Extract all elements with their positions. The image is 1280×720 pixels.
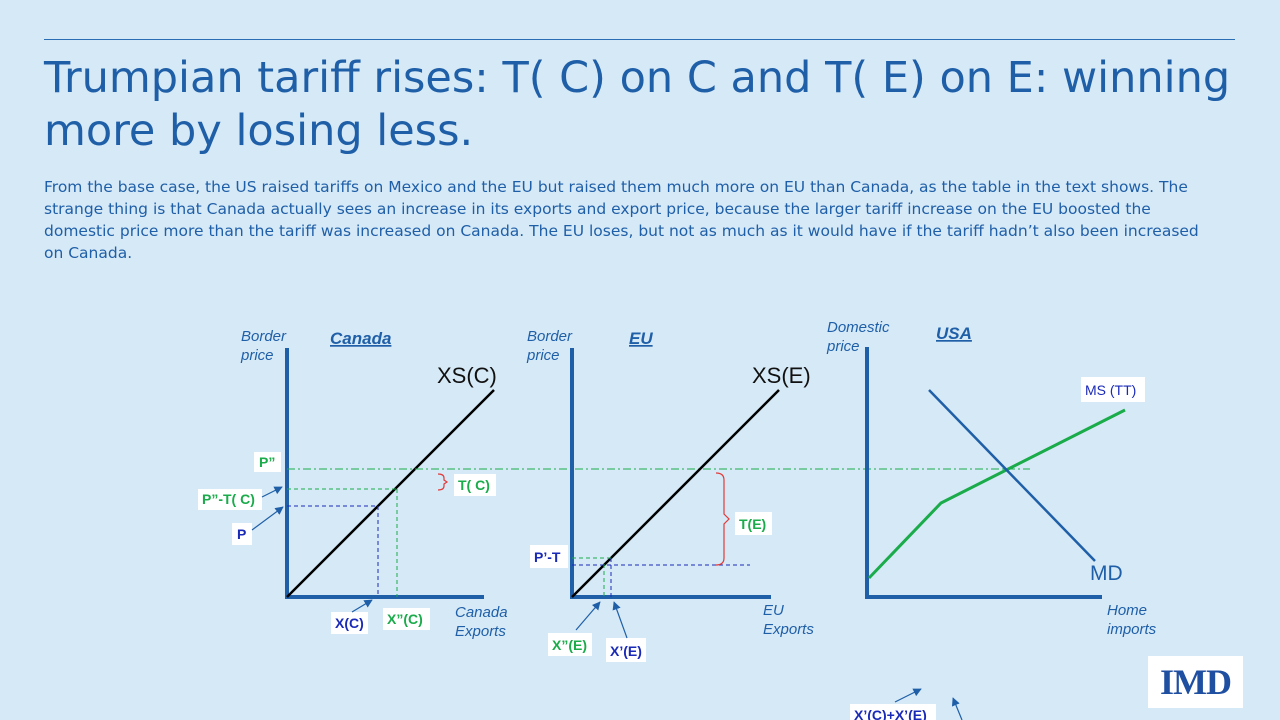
canada-panel: Border price Canada XS(C) P” P”-T( C) P … [198,328,508,640]
canada-supply-curve [286,389,495,598]
usa-panel: Domestic price USA MS (TT) MD Home impor… [826,319,1157,720]
canada-p-double-box [254,452,281,472]
eu-arrow-x-double-e [575,601,601,631]
usa-heading: USA [936,324,972,343]
eu-y-label-2: price [526,347,560,364]
usa-arrow-sum-1 [894,688,922,703]
canada-x-double-c-box [383,608,430,630]
eu-tariff-bracket [715,472,730,566]
top-rule [44,39,1235,40]
eu-x-double-e-box [548,633,592,656]
canada-p-box [232,523,252,545]
usa-sum-label: X’(C)+X’(E) [854,707,927,720]
slide-subtitle: From the base case, the US raised tariff… [44,178,1199,262]
canada-arrow-p [251,506,284,531]
eu-x-double-e-label: X”(E) [552,637,587,653]
eu-curve-label: XS(E) [752,363,811,388]
usa-md-curve [928,389,1096,562]
imd-logo: IMD [1148,656,1243,708]
usa-ms-curve [867,408,1126,580]
eu-t-e-label: T(E) [739,516,766,532]
canada-x-label-1: Canada [455,604,508,621]
usa-ms-box [1081,377,1145,402]
usa-md-label: MD [1090,562,1123,585]
canada-t-c-box [454,474,496,496]
canada-p-label: P [237,526,246,542]
usa-sum-box [850,704,936,720]
eu-panel: Border price EU XS(E) T(E) P’-T X”(E) X’… [526,328,814,662]
canada-x-c-box [331,612,368,634]
canada-p-double-label: P” [259,454,275,470]
eu-x-prime-e-label: X’(E) [610,643,642,659]
canada-x-c-label: X(C) [335,615,364,631]
eu-x-label-1: EU [763,602,784,619]
eu-heading: EU [629,329,653,348]
canada-tariff-bracket [437,473,449,491]
slide-title: Trumpian tariff rises: T( C) on C and T(… [44,53,1231,156]
canada-p-double-minus-t-label: P”-T( C) [202,491,255,507]
eu-t-e-box [735,512,772,535]
usa-y-label-2: price [826,338,860,355]
canada-y-label-2: price [240,347,274,364]
eu-supply-curve [571,389,780,598]
imd-logo-text: IMD [1160,662,1232,702]
eu-p-prime-minus-t-label: P’-T [534,549,561,565]
canada-curve-label: XS(C) [437,363,497,388]
canada-p-double-minus-t-box [198,489,262,510]
usa-arrow-sum-2 [951,697,963,720]
eu-x-label-2: Exports [763,621,814,638]
canada-arrow-x-c [351,599,373,613]
eu-x-prime-e-box [606,638,646,662]
eu-y-label-1: Border [527,328,573,345]
canada-y-label-1: Border [241,328,287,345]
eu-arrow-x-prime-e [612,601,628,639]
canada-t-c-label: T( C) [458,477,490,493]
eu-p-prime-minus-t-box [530,545,568,568]
canada-arrow-p-double-minus-t [261,486,283,498]
canada-heading: Canada [330,329,391,348]
usa-y-label-1: Domestic [827,319,890,336]
usa-x-label-2: imports [1107,621,1157,638]
usa-x-label-1: Home [1107,602,1147,619]
usa-ms-label: MS (TT) [1085,382,1136,398]
canada-x-double-c-label: X”(C) [387,611,423,627]
canada-x-label-2: Exports [455,623,506,640]
